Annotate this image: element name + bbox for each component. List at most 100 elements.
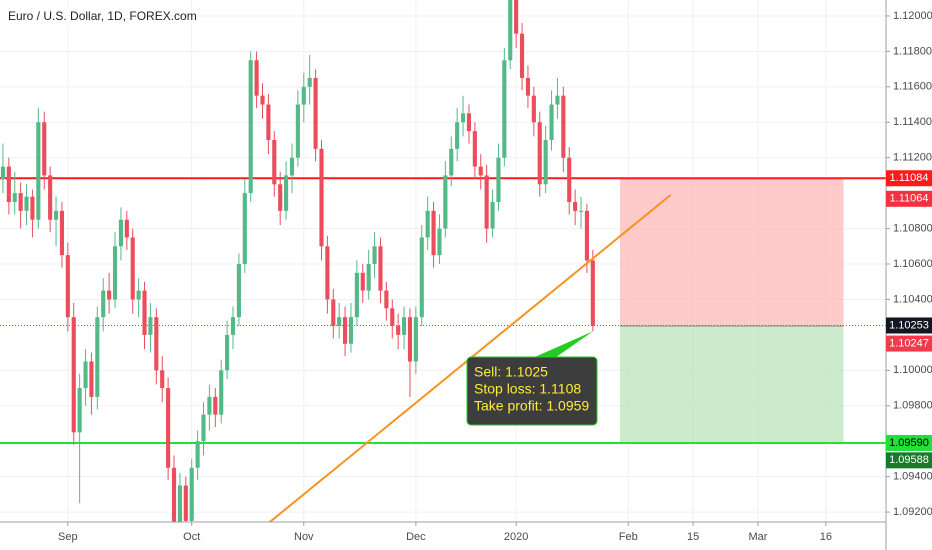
y-tick-label: 1.09400 <box>893 471 932 483</box>
candle-body <box>549 104 554 140</box>
candle-body <box>378 246 383 291</box>
candle-body <box>148 317 153 335</box>
price-label-bg <box>886 452 932 469</box>
candle-body <box>142 290 147 335</box>
x-tick-label: Feb <box>619 531 638 543</box>
candle-body <box>466 113 472 132</box>
candle-body <box>213 396 218 415</box>
candle-body <box>242 193 247 265</box>
candle-body <box>130 237 135 300</box>
y-tick-label: 1.10800 <box>893 222 932 234</box>
candle-body <box>260 95 265 105</box>
price-label: 1.10247 <box>889 337 929 349</box>
price-label-bg <box>886 317 932 334</box>
candle-body <box>59 210 65 256</box>
candle-body <box>36 122 41 220</box>
callout-text: Take profit: 1.0959 <box>474 398 589 414</box>
candle-body <box>278 184 283 211</box>
candle-body <box>337 317 342 327</box>
candle-body <box>413 317 418 362</box>
candle-body <box>425 210 430 238</box>
candle-body <box>183 485 188 521</box>
candle-body <box>207 396 212 415</box>
candle-body <box>289 157 295 176</box>
x-tick-label: Dec <box>406 531 426 543</box>
candle-body <box>319 148 324 247</box>
callout-text: Sell: 1.1025 <box>474 364 548 380</box>
x-tick-label: Nov <box>294 531 314 543</box>
candle-body <box>254 60 259 96</box>
target-zone <box>619 326 844 443</box>
candle-body <box>201 414 206 442</box>
candle-body <box>584 210 589 261</box>
candle-body <box>431 210 436 256</box>
candle-body <box>449 148 454 176</box>
candle-body <box>525 77 531 96</box>
candle-body <box>484 175 489 229</box>
candle-body <box>230 317 236 335</box>
callout-box <box>466 356 598 426</box>
candle-body <box>514 0 519 34</box>
stop-zone <box>619 178 844 327</box>
candle-body <box>543 139 548 185</box>
candle-body <box>496 157 501 202</box>
candle-body <box>555 95 560 105</box>
candle-body <box>42 122 47 176</box>
candle-body <box>6 166 11 202</box>
x-tick-label: 2020 <box>504 531 528 543</box>
chart-title: Euro / U.S. Dollar, 1D, FOREX.com <box>8 9 197 23</box>
candle-body <box>65 255 70 318</box>
candle-body <box>490 201 495 229</box>
price-label: 1.09590 <box>889 437 929 449</box>
candle-body <box>272 139 277 185</box>
candle-body <box>443 175 448 229</box>
candle-body <box>95 317 100 397</box>
candle-body <box>460 113 466 123</box>
candle-body <box>195 441 200 468</box>
candle-body <box>366 264 371 291</box>
candle-body <box>248 60 253 194</box>
price-label: 1.10253 <box>889 319 929 331</box>
candle-body <box>396 326 401 335</box>
candle-body <box>307 77 312 87</box>
candle-body <box>225 334 230 371</box>
candle-body <box>89 361 94 397</box>
candle-body <box>325 246 330 300</box>
axes: 1.12000 1.11800 1.11600 1.11400 1.11200 1.108… <box>58 10 932 543</box>
price-label-bg <box>886 434 932 451</box>
x-tick-label: Mar <box>749 531 768 543</box>
candle-body <box>531 95 536 123</box>
candle-body <box>343 317 348 344</box>
x-tick-label: Sep <box>58 531 78 543</box>
candle-body <box>360 272 365 291</box>
callout-pointer <box>528 331 593 360</box>
candle-body <box>166 388 171 468</box>
price-label-bg <box>886 170 932 187</box>
candle-body <box>124 219 129 238</box>
candle-body <box>578 210 584 212</box>
candle-body <box>0 166 6 179</box>
candle-body <box>567 157 572 202</box>
candle-body <box>472 131 477 167</box>
candle-body <box>107 290 112 300</box>
candle-body <box>284 175 289 211</box>
price-label: 1.11084 <box>890 172 929 184</box>
candle-body <box>519 33 525 78</box>
candle-body <box>390 308 395 327</box>
candle-body <box>455 122 460 149</box>
candle-body <box>112 246 118 300</box>
y-tick-label: 1.12000 <box>893 10 932 22</box>
price-label: 1.11064 <box>890 193 929 205</box>
candle-body <box>348 317 354 344</box>
candle-body <box>478 166 483 176</box>
candle-body <box>407 317 413 362</box>
candle-body <box>437 228 442 256</box>
candle-body <box>537 122 542 185</box>
candle-body <box>18 193 23 211</box>
candle-body <box>30 196 35 220</box>
y-tick-label: 1.11400 <box>893 116 932 128</box>
candle-body <box>83 361 88 389</box>
callout-text: Stop loss: 1.1108 <box>474 381 581 397</box>
price-label-bg <box>886 190 932 207</box>
